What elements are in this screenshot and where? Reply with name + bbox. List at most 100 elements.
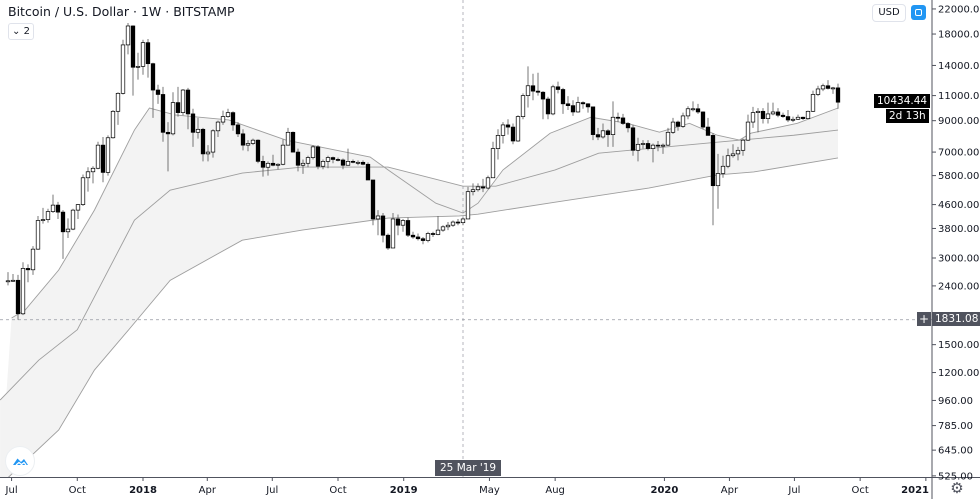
candle [755, 108, 761, 133]
auto-scale-icon[interactable] [911, 5, 926, 20]
candle [530, 73, 536, 101]
candle [25, 264, 31, 283]
price-tick-label: 3800.00 [938, 224, 979, 235]
candle [370, 179, 376, 226]
candle [195, 117, 201, 139]
candle-body [650, 144, 656, 149]
candle [680, 112, 686, 128]
candle-body [475, 186, 481, 191]
candle-body [835, 87, 841, 103]
candle [535, 72, 541, 96]
candle-body [160, 94, 166, 133]
candle-body [540, 91, 546, 100]
candle-body [380, 215, 386, 236]
candle-body [45, 211, 51, 220]
candle [270, 154, 276, 167]
price-tick-label: 2400.00 [938, 281, 979, 292]
candle [395, 214, 401, 236]
price-tick-label: 960.00 [938, 396, 973, 407]
candle [415, 233, 421, 241]
price-tick-label: 22000.00 [938, 4, 980, 15]
candle [520, 93, 526, 120]
tradingview-cloud-icon[interactable] [5, 446, 35, 476]
candle [420, 236, 426, 245]
candle [245, 140, 251, 152]
candle-body [205, 151, 211, 155]
candle-body [25, 268, 31, 271]
candle [75, 204, 81, 219]
candle-body [30, 248, 36, 271]
price-tick-label: 1500.00 [938, 340, 979, 351]
candle [335, 157, 341, 162]
candle [620, 113, 626, 125]
candle-body [535, 90, 541, 93]
candle [15, 274, 21, 320]
candle [810, 90, 816, 112]
candle [45, 208, 51, 223]
candle-body [105, 137, 111, 173]
candle [540, 91, 546, 120]
candle-body [765, 113, 771, 119]
candle [405, 217, 411, 237]
candle [465, 186, 471, 220]
candle [525, 66, 531, 108]
candle [710, 133, 716, 226]
candle [760, 108, 766, 124]
candle [735, 146, 741, 161]
candle [545, 96, 551, 120]
candle [5, 272, 11, 286]
candle-body [595, 134, 601, 138]
candle [30, 246, 36, 275]
candle-body [460, 218, 466, 224]
plus-icon[interactable]: + [917, 312, 931, 326]
ma-band-fill [0, 108, 838, 486]
candle-body [295, 151, 301, 166]
candle [715, 153, 721, 209]
candle-body [370, 179, 376, 220]
gear-icon[interactable]: ⚙ [950, 479, 964, 497]
bar-countdown-label: 2d 13h [886, 109, 929, 123]
time-tick-label: Apr [199, 485, 217, 496]
candle [265, 161, 271, 176]
candle-body [310, 146, 316, 158]
price-tick-label: 11000.00 [938, 91, 980, 102]
candle [400, 218, 406, 232]
candle-body [235, 124, 241, 135]
candle-body [575, 102, 581, 113]
candle [800, 116, 806, 120]
candle-body [640, 143, 646, 145]
candle [610, 101, 616, 147]
candle [645, 140, 651, 151]
candle [705, 117, 711, 136]
candle [140, 39, 146, 75]
candle [220, 110, 226, 125]
candle [300, 159, 306, 174]
time-axis[interactable] [0, 477, 980, 499]
candle-body [565, 103, 571, 106]
candle-body [830, 87, 836, 90]
candles [5, 22, 841, 320]
candle-body [210, 130, 216, 153]
candle [240, 129, 246, 151]
candle-body [215, 121, 221, 132]
candle [505, 119, 511, 135]
candle [230, 111, 236, 131]
candle-body [90, 167, 96, 173]
candle-body [375, 215, 381, 220]
candle [365, 162, 371, 181]
time-tick-label: Jul [787, 485, 800, 496]
candle-body [100, 144, 106, 173]
candle [670, 117, 676, 134]
candle-body [415, 236, 421, 240]
currency-button[interactable]: USD [872, 4, 906, 22]
indicators-collapse-button[interactable]: ⌄ 2 [8, 23, 34, 40]
candle-body [320, 161, 326, 167]
candle-body [290, 131, 296, 153]
candle [750, 106, 756, 128]
candle-body [185, 89, 191, 115]
candle [330, 156, 336, 164]
candle [165, 122, 171, 172]
candle [310, 145, 316, 160]
price-axis[interactable] [932, 0, 980, 477]
